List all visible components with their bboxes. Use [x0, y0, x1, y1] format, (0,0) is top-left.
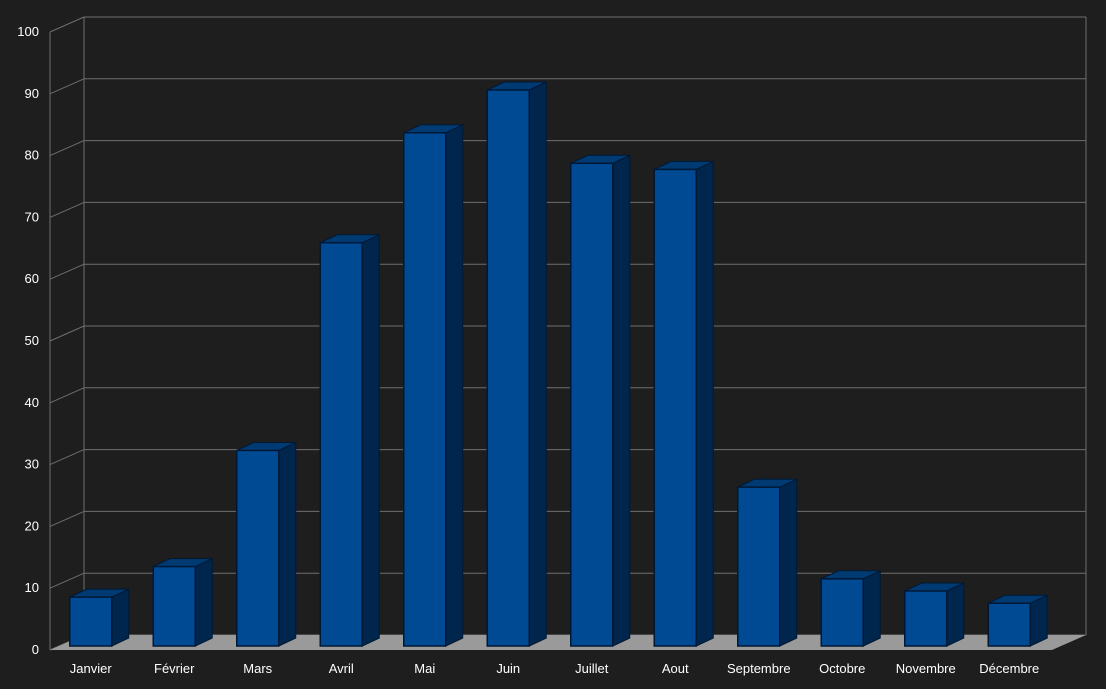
- bar: [403, 132, 447, 647]
- gridline-side: [49, 78, 85, 95]
- bar-side: [862, 570, 881, 647]
- bar-side: [1029, 594, 1048, 647]
- bar: [486, 89, 530, 647]
- bar: [152, 565, 196, 647]
- bar: [737, 486, 781, 647]
- gridline-side: [49, 449, 85, 466]
- bar: [904, 590, 948, 647]
- bar-side: [528, 81, 547, 647]
- bar: [319, 241, 363, 647]
- x-tick-label: Mai: [414, 661, 435, 676]
- x-tick-label: Septembre: [727, 661, 791, 676]
- x-tick-label: Octobre: [819, 661, 865, 676]
- x-tick-label: Décembre: [979, 661, 1039, 676]
- bar-side: [278, 441, 297, 647]
- bar-side: [946, 582, 965, 647]
- bar: [987, 602, 1031, 647]
- gridline-side: [49, 16, 85, 33]
- bar-side: [111, 588, 130, 647]
- x-tick-label: Juillet: [575, 661, 609, 676]
- x-tick-label: Novembre: [896, 661, 956, 676]
- y-tick-label: 30: [25, 457, 39, 472]
- y-tick-label: 60: [25, 271, 39, 286]
- bar-side: [612, 154, 631, 647]
- y-tick-label: 70: [25, 209, 39, 224]
- gridline-side: [49, 387, 85, 404]
- bar: [570, 162, 614, 647]
- gridline-side: [49, 140, 85, 157]
- x-tick-label: Février: [154, 661, 195, 676]
- bar-side: [779, 478, 798, 647]
- gridline-side: [49, 572, 85, 589]
- y-tick-label: 80: [25, 148, 39, 163]
- x-tick-label: Juin: [496, 661, 520, 676]
- y-tick-label: 20: [25, 518, 39, 533]
- bar: [236, 449, 280, 647]
- y-tick-label: 0: [32, 642, 39, 657]
- x-tick-label: Aout: [662, 661, 689, 676]
- bar-side: [445, 123, 464, 647]
- x-tick-label: Janvier: [70, 661, 113, 676]
- y-tick-label: 90: [25, 86, 39, 101]
- bar: [69, 596, 113, 647]
- gridline-side: [49, 263, 85, 280]
- y-tick-label: 40: [25, 395, 39, 410]
- bar-side: [194, 557, 213, 647]
- bar-side: [695, 160, 714, 647]
- gridline-side: [49, 325, 85, 342]
- x-tick-label: Avril: [329, 661, 354, 676]
- bar: [820, 578, 864, 647]
- y-tick-label: 10: [25, 580, 39, 595]
- gridline-side: [49, 201, 85, 218]
- bar: [653, 168, 697, 647]
- y-tick-label: 50: [25, 333, 39, 348]
- bar-side: [361, 233, 380, 647]
- y-tick-label: 100: [17, 24, 39, 39]
- x-tick-label: Mars: [243, 661, 272, 676]
- gridline-side: [49, 510, 85, 527]
